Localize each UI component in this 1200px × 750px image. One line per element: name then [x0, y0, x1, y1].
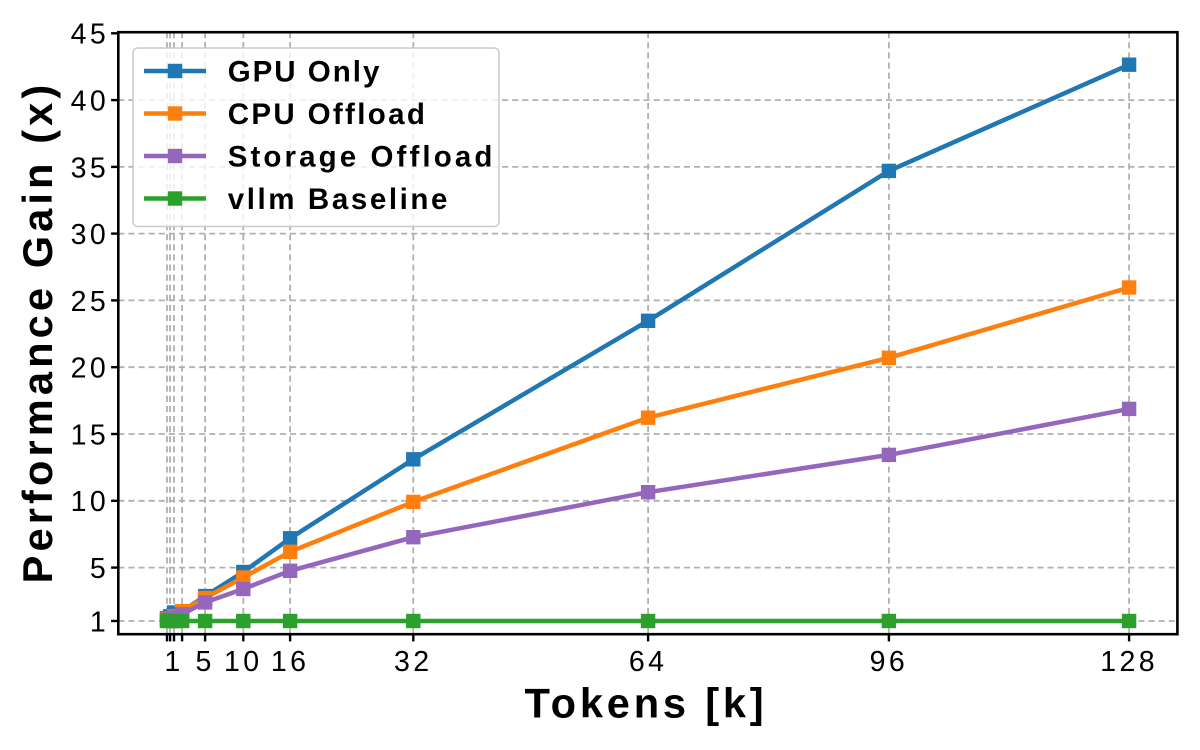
svg-text:30: 30	[71, 219, 110, 251]
svg-text:64: 64	[629, 646, 668, 678]
svg-text:CPU Offload: CPU Offload	[228, 98, 428, 131]
svg-text:128: 128	[1100, 646, 1158, 678]
svg-text:40: 40	[71, 86, 110, 118]
svg-text:96: 96	[870, 646, 909, 678]
svg-text:1: 1	[164, 646, 183, 678]
svg-text:5: 5	[90, 553, 109, 585]
svg-text:45: 45	[71, 19, 110, 51]
svg-text:32: 32	[394, 646, 433, 678]
svg-text:vllm Baseline: vllm Baseline	[228, 183, 450, 216]
svg-text:16: 16	[271, 646, 310, 678]
svg-text:Storage Offload: Storage Offload	[228, 141, 496, 174]
svg-text:10: 10	[224, 646, 263, 678]
svg-text:35: 35	[71, 152, 110, 184]
svg-text:5: 5	[195, 646, 214, 678]
svg-text:Performance Gain (x): Performance Gain (x)	[14, 81, 61, 584]
svg-text:GPU Only: GPU Only	[228, 56, 382, 89]
svg-text:Tokens [k]: Tokens [k]	[525, 680, 768, 727]
svg-text:10: 10	[71, 486, 110, 518]
svg-text:15: 15	[71, 419, 110, 451]
svg-text:20: 20	[71, 353, 110, 385]
svg-text:1: 1	[90, 606, 109, 638]
svg-text:25: 25	[71, 286, 110, 318]
